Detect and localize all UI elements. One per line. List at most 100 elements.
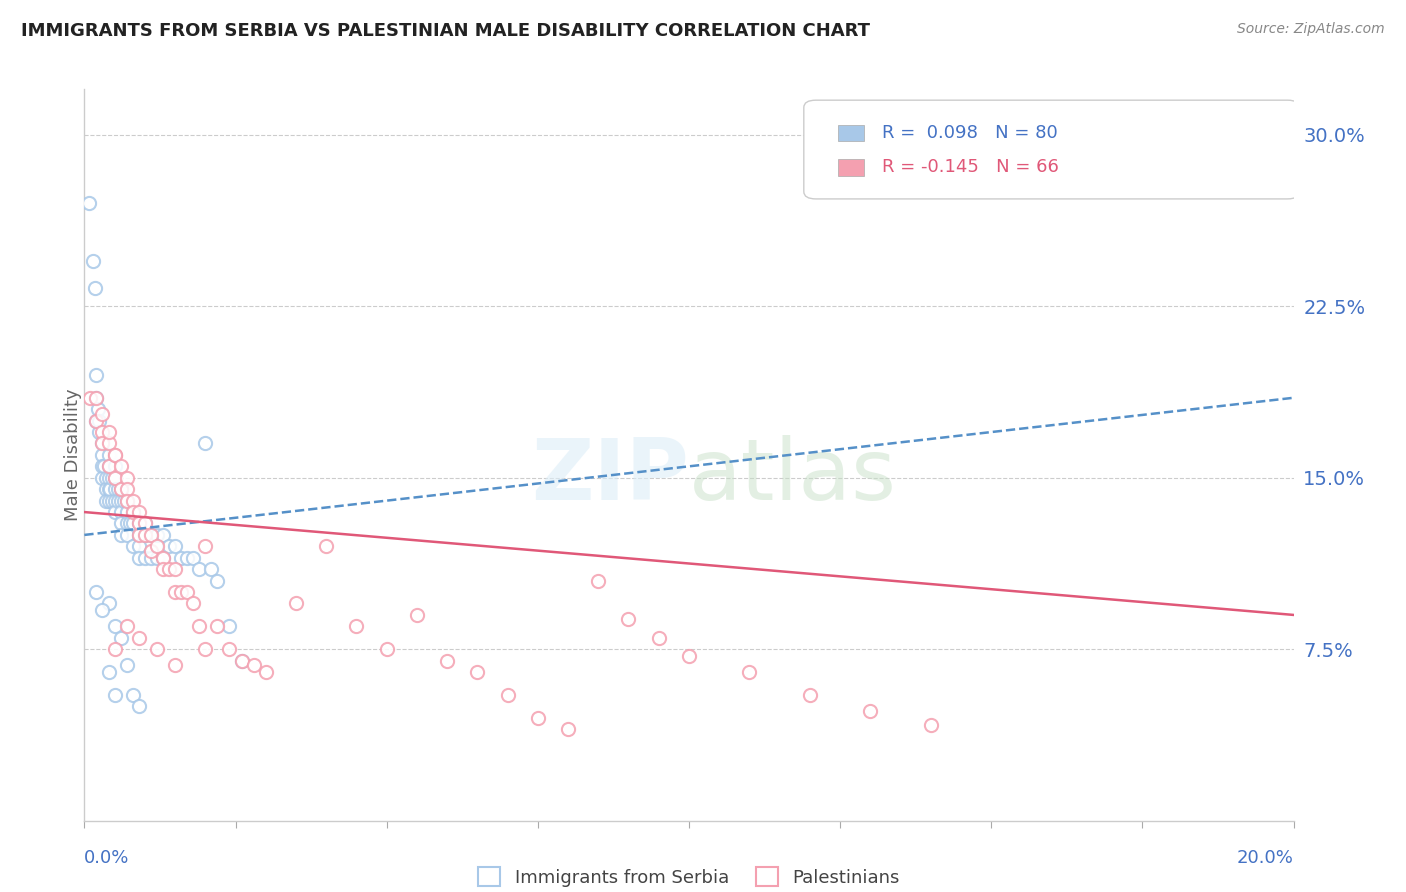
Point (678, 649, 700, 664)
Point (97, 482, 120, 496)
Text: ZIP: ZIP (531, 435, 689, 518)
Point (104, 493, 127, 508)
Point (112, 493, 135, 508)
Point (315, 539, 337, 553)
Point (91, 425, 114, 439)
Point (146, 539, 169, 553)
Point (97, 597, 120, 611)
Text: 20.0%: 20.0% (1237, 849, 1294, 867)
Point (91, 471, 114, 485)
Point (104, 688, 127, 702)
Point (115, 493, 138, 508)
Point (617, 613, 640, 627)
Point (467, 665, 489, 679)
Point (110, 482, 132, 496)
Point (115, 505, 138, 519)
Point (86, 391, 108, 405)
Point (104, 642, 127, 657)
Point (104, 448, 127, 462)
Point (91, 603, 114, 617)
Point (104, 471, 127, 485)
Point (121, 505, 143, 519)
Point (152, 528, 174, 542)
Point (110, 493, 132, 508)
Bar (838, 160, 865, 176)
Point (82, 253, 104, 268)
Point (406, 607, 429, 622)
Point (97, 425, 120, 439)
Point (285, 597, 308, 611)
Text: atlas: atlas (689, 435, 897, 518)
Point (170, 550, 193, 565)
Point (128, 539, 150, 553)
Point (157, 562, 180, 576)
Point (86, 585, 108, 599)
Point (139, 550, 162, 565)
Bar (838, 125, 865, 141)
Point (104, 505, 127, 519)
Point (859, 704, 882, 718)
Point (139, 528, 162, 542)
Point (91, 407, 114, 421)
Point (188, 619, 211, 633)
Point (94, 493, 117, 508)
Point (97, 471, 120, 485)
Point (496, 688, 519, 702)
Point (152, 550, 174, 565)
Point (89, 425, 111, 439)
Point (194, 642, 217, 657)
Point (121, 688, 143, 702)
Point (104, 471, 127, 485)
Point (115, 528, 138, 542)
Point (128, 505, 150, 519)
Point (110, 459, 132, 474)
Point (194, 539, 217, 553)
Point (738, 665, 761, 679)
Point (110, 505, 132, 519)
Legend: Immigrants from Serbia, Palestinians: Immigrants from Serbia, Palestinians (470, 858, 908, 892)
Point (115, 493, 138, 508)
Point (94, 482, 117, 496)
Point (375, 642, 398, 657)
Point (110, 516, 132, 531)
Point (218, 619, 240, 633)
Point (170, 585, 193, 599)
Point (231, 654, 253, 668)
Point (98, 482, 121, 496)
Point (134, 550, 156, 565)
Point (104, 619, 127, 633)
Point (91, 436, 114, 450)
Point (588, 574, 610, 588)
Point (97, 665, 120, 679)
Point (97, 459, 120, 474)
Point (346, 619, 368, 633)
Text: 0.0%: 0.0% (84, 849, 129, 867)
Point (91, 459, 114, 474)
Point (134, 528, 156, 542)
Point (110, 528, 132, 542)
Point (86, 391, 108, 405)
Point (107, 482, 129, 496)
Point (152, 562, 174, 576)
Text: Source: ZipAtlas.com: Source: ZipAtlas.com (1237, 22, 1385, 37)
Point (104, 459, 127, 474)
Point (97, 436, 120, 450)
Point (128, 528, 150, 542)
Y-axis label: Male Disability: Male Disability (65, 389, 82, 521)
Text: IMMIGRANTS FROM SERBIA VS PALESTINIAN MALE DISABILITY CORRELATION CHART: IMMIGRANTS FROM SERBIA VS PALESTINIAN MA… (21, 22, 870, 40)
Point (77, 196, 100, 211)
Point (118, 516, 141, 531)
Point (128, 631, 150, 645)
Point (79, 391, 101, 405)
Point (527, 711, 550, 725)
Point (146, 642, 169, 657)
Point (115, 516, 138, 531)
Point (134, 516, 156, 531)
Point (93, 459, 115, 474)
Point (128, 699, 150, 714)
Point (557, 723, 579, 737)
Point (188, 562, 211, 576)
Point (110, 482, 132, 496)
Point (165, 658, 187, 673)
Point (181, 597, 204, 611)
